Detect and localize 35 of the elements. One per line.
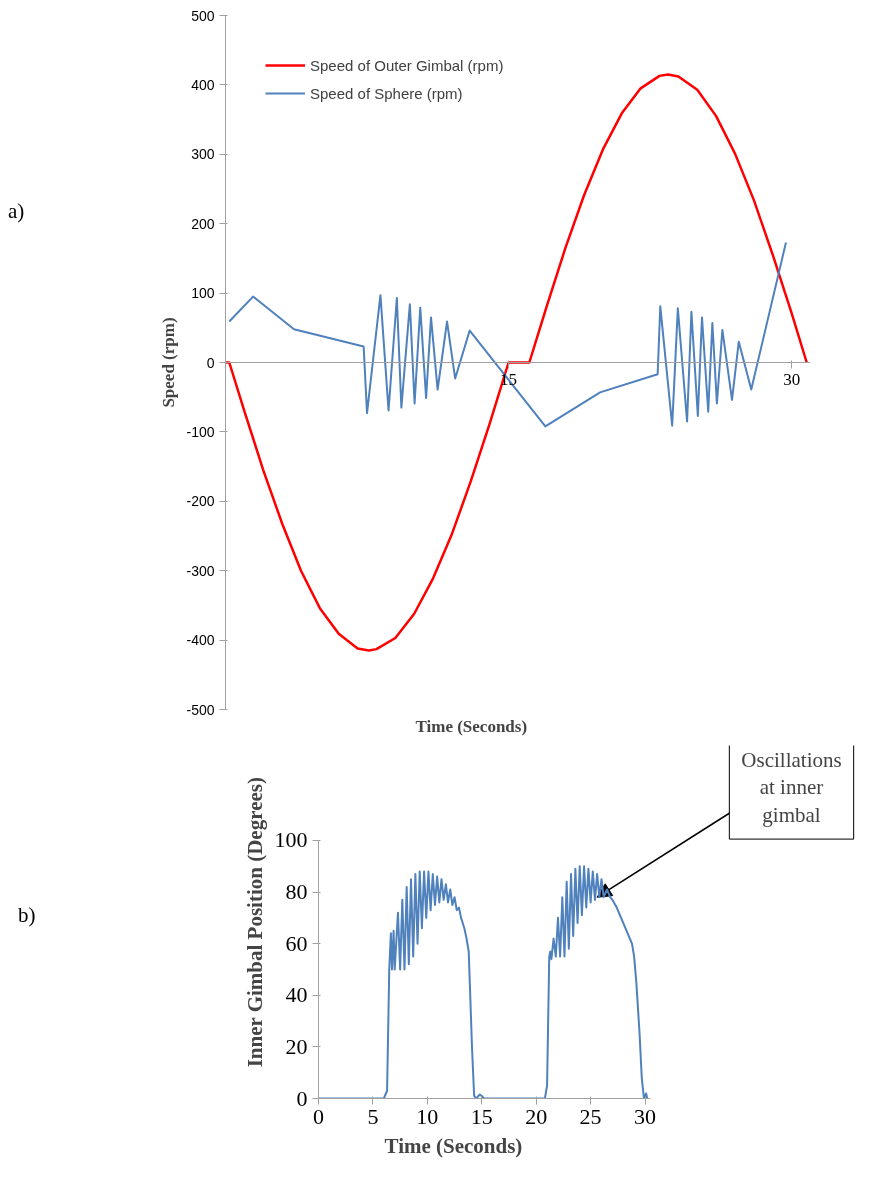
y-axis-title: Inner Gimbal Position (Degrees) bbox=[242, 777, 267, 1068]
x-tick-label: 20 bbox=[525, 1103, 548, 1129]
y-tick-label: -100 bbox=[186, 423, 215, 440]
x-axis-title: Time (Seconds) bbox=[384, 1133, 523, 1158]
y-tick-label: 300 bbox=[191, 146, 215, 163]
x-tick-label: 10 bbox=[416, 1103, 439, 1129]
y-tick-label: 500 bbox=[191, 7, 215, 24]
y-tick-label: 200 bbox=[191, 215, 215, 232]
y-tick-label: 100 bbox=[274, 827, 308, 853]
x-tick-label: 15 bbox=[470, 1103, 493, 1129]
x-tick-label: 0 bbox=[313, 1103, 324, 1129]
y-tick-label: 80 bbox=[285, 879, 308, 905]
x-tick-label: 30 bbox=[783, 369, 801, 389]
y-tick-label: 0 bbox=[206, 354, 215, 371]
x-axis-title: Time (Seconds) bbox=[415, 716, 528, 736]
y-tick-label: 40 bbox=[285, 982, 308, 1008]
legend-label: Speed of Sphere (rpm) bbox=[310, 84, 463, 102]
y-tick-label: 400 bbox=[191, 76, 215, 93]
y-tick-label: -400 bbox=[186, 632, 215, 649]
y-tick-label: 100 bbox=[191, 285, 215, 302]
text: a) bbox=[8, 198, 25, 225]
x-tick-label: 30 bbox=[634, 1103, 657, 1129]
x-tick-label: 25 bbox=[579, 1103, 602, 1129]
y-tick-label: 60 bbox=[285, 930, 308, 956]
x-tick-label: 5 bbox=[367, 1103, 379, 1129]
y-tick-label: -300 bbox=[186, 562, 215, 579]
y-tick-label: 0 bbox=[296, 1085, 308, 1111]
y-tick-label: -200 bbox=[186, 493, 215, 510]
legend-label: Speed of Outer Gimbal (rpm) bbox=[310, 56, 504, 74]
y-tick-label: 20 bbox=[285, 1033, 308, 1059]
line-series bbox=[225, 73, 808, 652]
annotation: Oscillations at inner gimbal bbox=[741, 747, 842, 828]
text: b) bbox=[18, 902, 36, 929]
y-axis-title: Speed (rpm) bbox=[159, 317, 179, 408]
y-tick-label: -500 bbox=[186, 701, 215, 718]
